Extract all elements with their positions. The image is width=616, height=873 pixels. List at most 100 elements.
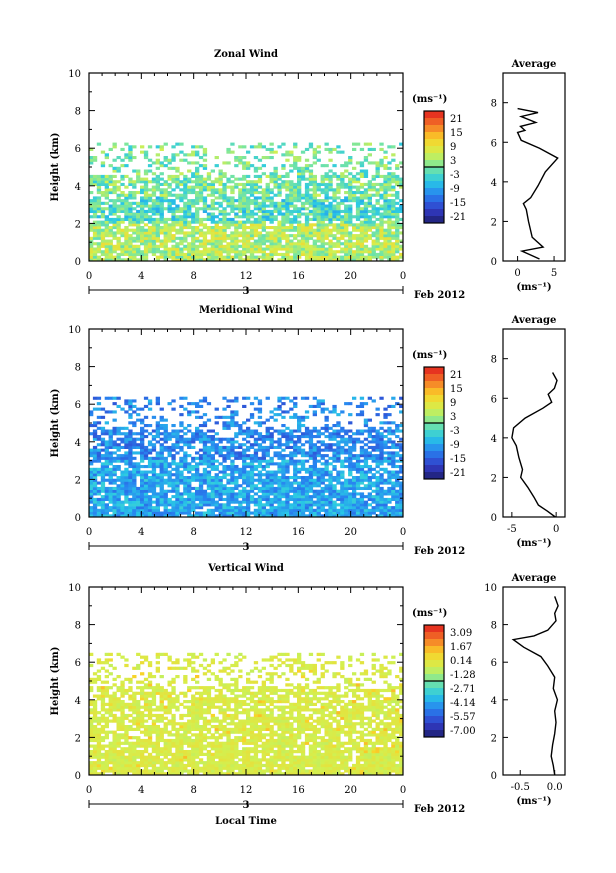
profile-y-tick-label: 10 xyxy=(484,583,497,594)
x-tick-label: 4 xyxy=(138,785,144,796)
profile-y-tick-label: 8 xyxy=(491,99,497,110)
profile-x-tick-label: 5 xyxy=(551,268,557,279)
x-tick-label: 0 xyxy=(400,785,406,796)
profile-y-tick-label: 2 xyxy=(491,217,497,228)
colorbar-tick-label: -7.00 xyxy=(450,726,476,737)
plot-title: Meridional Wind xyxy=(199,305,293,316)
profile-y-tick-label: 6 xyxy=(491,394,497,405)
colorbar-tick-label: 21 xyxy=(450,370,463,381)
colorbar-tick-label: 1.67 xyxy=(450,642,472,653)
y-tick-label: 6 xyxy=(75,400,81,411)
date-label: Feb 2012 xyxy=(414,804,465,815)
date-label: Feb 2012 xyxy=(414,546,465,557)
profile-plot: Average 0 2 4 6 8 0 5(ms⁻¹) xyxy=(491,59,566,293)
colorbar-tick-label: 15 xyxy=(450,384,463,395)
colorbar-tick-label: 3.09 xyxy=(450,628,472,639)
y-tick-label: 10 xyxy=(68,325,81,336)
colorbar-tick-label: -3 xyxy=(450,170,460,181)
colorbar-tick-label: -15 xyxy=(450,198,466,209)
y-tick-label: 8 xyxy=(75,621,81,632)
colorbar-unit: (ms⁻¹) xyxy=(412,94,447,105)
x-tick-label: 4 xyxy=(138,527,144,538)
colorbar-tick-label: 15 xyxy=(450,128,463,139)
y-tick-label: 4 xyxy=(75,696,81,707)
profile-title: Average xyxy=(511,573,557,584)
y-tick-label: 0 xyxy=(75,513,81,524)
x-tick-label: 16 xyxy=(292,527,305,538)
profile-y-tick-label: 2 xyxy=(491,473,497,484)
profile-x-label: (ms⁻¹) xyxy=(516,282,551,293)
y-tick-label: 2 xyxy=(75,475,81,486)
y-tick-label: 10 xyxy=(68,583,81,594)
profile-line xyxy=(511,372,558,518)
y-tick-label: 6 xyxy=(75,144,81,155)
x-tick-label: 0 xyxy=(400,527,406,538)
colorbar-tick-label: -21 xyxy=(450,468,466,479)
x-tick-label: 16 xyxy=(292,785,305,796)
date-day-label: 3 xyxy=(243,800,250,811)
y-tick-label: 2 xyxy=(75,219,81,230)
profile-x-tick-label: 0 xyxy=(553,524,559,535)
y-tick-label: 6 xyxy=(75,658,81,669)
y-axis-label: Height (km) xyxy=(50,389,61,458)
profile-y-tick-label: 6 xyxy=(491,138,497,149)
colorbar: (ms⁻¹)21 15 9 3 -3 -9 -15 -21 xyxy=(412,350,466,480)
profile-frame xyxy=(502,328,566,518)
heatmap-cells xyxy=(89,652,404,776)
y-tick-label: 2 xyxy=(75,733,81,744)
heatmap-cells xyxy=(89,142,404,262)
x-tick-label: 20 xyxy=(344,785,357,796)
profile-y-tick-label: 4 xyxy=(491,434,497,445)
x-tick-label: 8 xyxy=(190,785,196,796)
x-tick-label: 4 xyxy=(138,271,144,282)
x-tick-label: 0 xyxy=(86,271,92,282)
x-tick-label: 0 xyxy=(86,527,92,538)
profile-y-tick-label: 8 xyxy=(491,355,497,366)
heatmap-cells xyxy=(89,396,404,518)
colorbar-tick-label: -15 xyxy=(450,454,466,465)
colorbar-tick-label: -1.28 xyxy=(450,670,476,681)
profile-line xyxy=(516,107,559,260)
colorbar-tick-label: 3 xyxy=(450,412,456,423)
profile-line xyxy=(511,596,559,776)
x-tick-label: 12 xyxy=(240,785,253,796)
x-tick-label: 20 xyxy=(344,271,357,282)
colorbar-tick-label: 0.14 xyxy=(450,656,472,667)
colorbar-tick-label: -9 xyxy=(450,440,460,451)
plot-title: Vertical Wind xyxy=(207,563,284,574)
profile-title: Average xyxy=(511,59,557,70)
profile-y-tick-label: 0 xyxy=(491,771,497,782)
x-tick-label: 12 xyxy=(240,527,253,538)
colorbar-unit: (ms⁻¹) xyxy=(412,350,447,361)
profile-x-tick-label: -5 xyxy=(507,524,517,535)
x-tick-label: 20 xyxy=(344,527,357,538)
profile-title: Average xyxy=(511,315,557,326)
profile-x-label: (ms⁻¹) xyxy=(516,538,551,549)
profile-frame xyxy=(502,72,566,262)
colorbar-tick-label: -2.71 xyxy=(450,684,476,695)
y-tick-label: 0 xyxy=(75,257,81,268)
plot-title: Zonal Wind xyxy=(214,49,278,60)
profile-y-tick-label: 0 xyxy=(491,513,497,524)
date-day-label: 3 xyxy=(243,542,250,553)
colorbar-tick-label: -5.57 xyxy=(450,712,476,723)
colorbar-tick-label: -21 xyxy=(450,212,466,223)
colorbar: (ms⁻¹)3.09 1.67 0.14 -1.28 -2.71 -4.14 -5.57 -7… xyxy=(412,608,476,738)
x-tick-label: 0 xyxy=(400,271,406,282)
x-tick-label: 16 xyxy=(292,271,305,282)
colorbar-tick-label: -4.14 xyxy=(450,698,476,709)
colorbar-tick-label: 9 xyxy=(450,398,456,409)
colorbar-tick-label: 3 xyxy=(450,156,456,167)
profile-y-tick-label: 4 xyxy=(491,696,497,707)
profile-frame xyxy=(502,586,566,776)
y-tick-label: 0 xyxy=(75,771,81,782)
profile-plot: Average 0 2 4 6 8 10 -0.5 0.0 (ms⁻¹) xyxy=(484,573,566,807)
colorbar-tick-label: -9 xyxy=(450,184,460,195)
y-tick-label: 8 xyxy=(75,107,81,118)
colorbar-unit: (ms⁻¹) xyxy=(412,608,447,619)
profile-y-tick-label: 4 xyxy=(491,178,497,189)
